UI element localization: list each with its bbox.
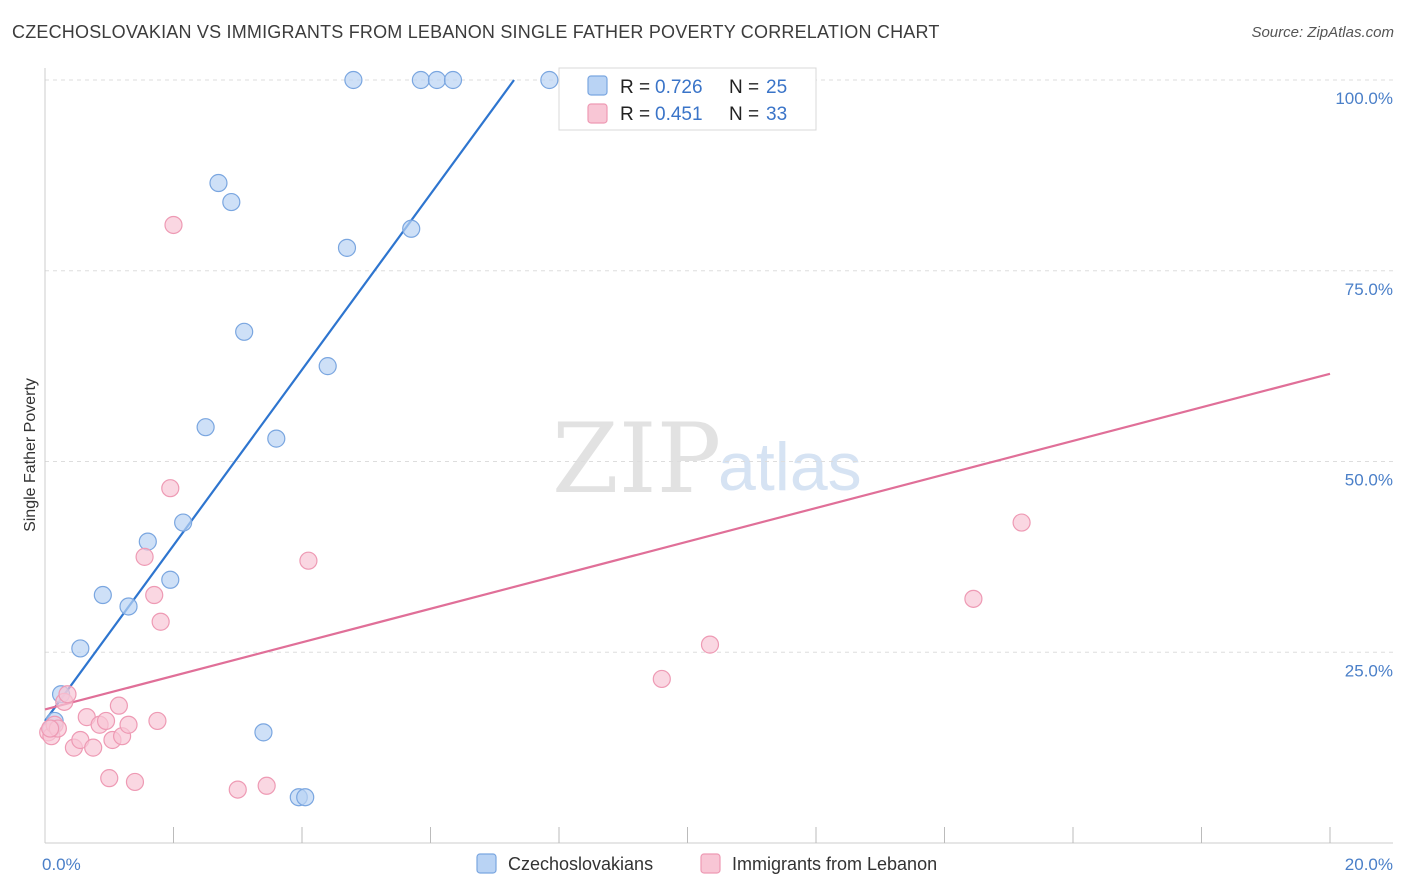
legend-n-label: N =	[729, 104, 759, 125]
legend-r-value: 0.726	[655, 77, 703, 98]
data-point-lebanon	[109, 696, 128, 715]
legend-n-value: 33	[766, 104, 787, 125]
data-point-lebanon	[228, 780, 247, 799]
data-point-czechoslovakian	[267, 429, 286, 448]
data-point-czechoslovakian	[93, 585, 112, 605]
legend-swatch-lebanon	[700, 853, 721, 874]
data-point-lebanon	[135, 547, 154, 566]
data-point-lebanon	[119, 715, 138, 734]
data-point-lebanon	[1012, 513, 1031, 532]
watermark-atlas: atlas	[718, 429, 862, 505]
data-point-czechoslovakian	[254, 723, 273, 742]
data-point-lebanon	[700, 635, 720, 654]
data-point-czechoslovakian	[138, 532, 157, 551]
y-tick-label: 100.0%	[1335, 89, 1393, 108]
data-point-lebanon	[125, 772, 145, 792]
legend-r-label: R =	[620, 77, 650, 98]
data-point-lebanon	[151, 612, 170, 631]
data-point-czechoslovakian	[411, 70, 430, 90]
legend-r-label: R =	[620, 104, 650, 125]
legend-swatch-czechoslovakians	[476, 853, 497, 874]
axes	[44, 68, 1393, 844]
legend-label-lebanon: Immigrants from Lebanon	[732, 854, 937, 874]
data-point-czechoslovakian	[119, 597, 138, 616]
data-point-lebanon	[964, 589, 983, 608]
data-point-czechoslovakian	[540, 70, 559, 90]
data-point-czechoslovakian	[337, 238, 357, 257]
data-point-lebanon	[148, 711, 167, 731]
data-points	[39, 70, 1031, 807]
trend-line-lebanon	[44, 372, 1331, 711]
fit-lines	[44, 79, 1331, 722]
data-point-czechoslovakian	[318, 357, 337, 376]
legend-swatch-blue	[587, 75, 608, 96]
data-point-lebanon	[96, 711, 116, 731]
trend-line-czechoslovakian	[44, 79, 515, 722]
data-point-lebanon	[652, 669, 671, 689]
data-point-lebanon	[84, 738, 103, 757]
data-point-czechoslovakian	[443, 70, 463, 90]
legend-label-czechoslovakians: Czechoslovakians	[508, 854, 653, 874]
y-tick-label: 50.0%	[1345, 471, 1393, 490]
data-point-czechoslovakian	[196, 418, 215, 437]
data-point-czechoslovakian	[235, 322, 254, 341]
data-point-czechoslovakian	[161, 570, 180, 589]
data-point-lebanon	[58, 685, 77, 704]
y-tick-label: 75.0%	[1345, 280, 1393, 299]
data-point-czechoslovakian	[174, 513, 193, 532]
data-point-czechoslovakian	[222, 192, 241, 212]
chart-title: CZECHOSLOVAKIAN VS IMMIGRANTS FROM LEBAN…	[12, 22, 940, 42]
stats-legend: R = 0.726 N = 25 R = 0.451 N = 33	[558, 67, 817, 131]
data-point-lebanon	[41, 719, 60, 738]
gridlines	[45, 79, 1393, 653]
legend-n-label: N =	[729, 77, 759, 98]
source-label: Source: ZipAtlas.com	[1251, 24, 1394, 41]
series-legend: Czechoslovakians Immigrants from Lebanon	[476, 853, 937, 874]
data-point-czechoslovakian	[71, 639, 90, 658]
data-point-lebanon	[299, 551, 318, 570]
x-tick-label: 0.0%	[42, 855, 81, 874]
y-tick-label: 25.0%	[1345, 661, 1393, 680]
y-axis-label: Single Father Poverty	[22, 378, 39, 532]
tick-labels: 25.0% 50.0% 75.0% 100.0% 0.0% 20.0%	[42, 89, 1393, 874]
data-point-czechoslovakian	[344, 70, 363, 90]
data-point-czechoslovakian	[209, 173, 228, 193]
data-point-czechoslovakian	[427, 70, 447, 90]
data-point-czechoslovakian	[296, 788, 315, 807]
data-point-lebanon	[257, 776, 276, 795]
data-point-czechoslovakian	[402, 219, 421, 238]
legend-r-value: 0.451	[655, 104, 703, 125]
data-point-lebanon	[145, 585, 164, 605]
x-tick-label: 20.0%	[1345, 855, 1393, 874]
data-point-lebanon	[164, 215, 183, 235]
watermark-zip: ZIP	[552, 403, 721, 515]
data-point-lebanon	[100, 769, 119, 788]
legend-swatch-pink	[587, 103, 608, 124]
data-point-lebanon	[161, 479, 180, 498]
legend-n-value: 25	[766, 77, 787, 98]
